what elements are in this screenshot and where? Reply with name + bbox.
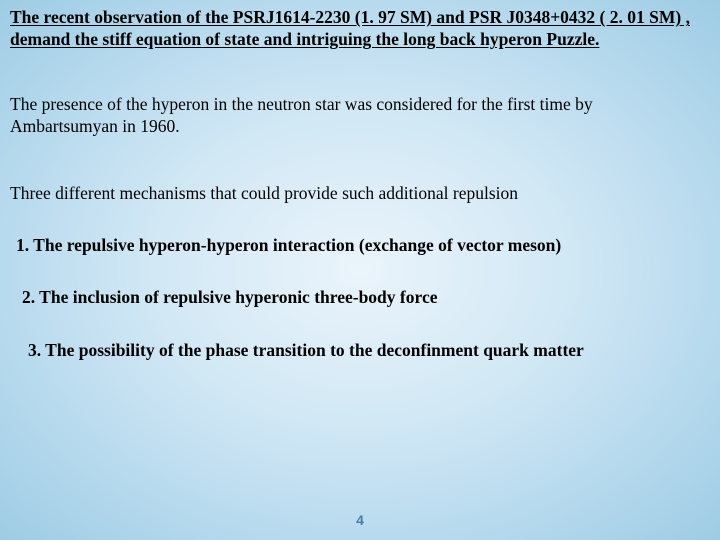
page-number: 4 [0, 512, 720, 528]
paragraph-mechanisms-intro: Three different mechanisms that could pr… [10, 182, 710, 204]
paragraph-hyperon-history: The presence of the hyperon in the neutr… [10, 93, 710, 138]
slide-heading: The recent observation of the PSRJ1614-2… [10, 6, 710, 51]
mechanism-item-3: 3. The possibility of the phase transiti… [10, 339, 710, 361]
slide-body: The recent observation of the PSRJ1614-2… [0, 0, 720, 540]
mechanism-item-2: 2. The inclusion of repulsive hyperonic … [10, 286, 710, 308]
mechanism-item-1: 1. The repulsive hyperon-hyperon interac… [10, 234, 710, 256]
